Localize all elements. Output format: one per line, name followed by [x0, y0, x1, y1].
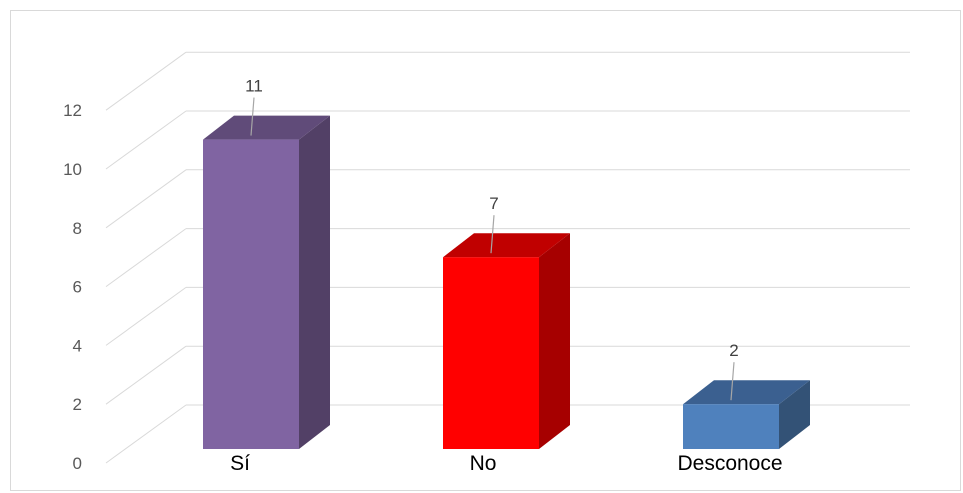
- gridline-diagonal: [105, 286, 187, 346]
- data-label: 2: [729, 341, 738, 360]
- x-category-label: Sí: [230, 452, 250, 475]
- y-axis-ticks: 0 2 4 6 8 10 12: [63, 101, 82, 473]
- bar-1: [203, 115, 330, 449]
- y-tick-label: 6: [73, 278, 82, 297]
- y-tick-label: 0: [73, 454, 82, 473]
- y-tick-label: 2: [73, 395, 82, 414]
- y-tick-label: 12: [63, 101, 82, 120]
- data-label: 7: [489, 194, 498, 213]
- bar-side-face: [539, 233, 570, 449]
- data-label-leader: [490, 215, 495, 254]
- data-labels: 11 7 2: [245, 77, 739, 401]
- data-label: 11: [245, 77, 263, 96]
- bar-front-face: [683, 404, 779, 449]
- bar-front-face: [203, 139, 299, 449]
- bar-side-face: [299, 115, 330, 449]
- x-category-label: No: [470, 452, 497, 475]
- bar-top-face: [683, 380, 810, 405]
- gridline-diagonal: [105, 404, 187, 464]
- x-axis-categories: Sí No Desconoce: [230, 452, 782, 475]
- gridline-diagonal: [105, 345, 187, 405]
- y-tick-label: 8: [73, 219, 82, 238]
- bars: [203, 115, 810, 449]
- bar-front-face: [443, 257, 539, 449]
- bar-top-face: [443, 233, 570, 258]
- bar-3: [683, 380, 810, 449]
- bar-top-face: [203, 115, 330, 140]
- data-label-leader: [250, 97, 255, 136]
- gridline-diagonal: [105, 110, 187, 170]
- bar-side-face: [779, 380, 810, 449]
- y-tick-label: 4: [73, 336, 82, 355]
- gridline-diagonal: [105, 169, 187, 229]
- data-label-leader: [730, 362, 735, 401]
- x-category-label: Desconoce: [677, 452, 782, 475]
- bar-2: [443, 233, 570, 449]
- y-tick-label: 10: [63, 160, 82, 179]
- gridline-diagonal: [105, 51, 187, 111]
- gridline-diagonal: [105, 228, 187, 288]
